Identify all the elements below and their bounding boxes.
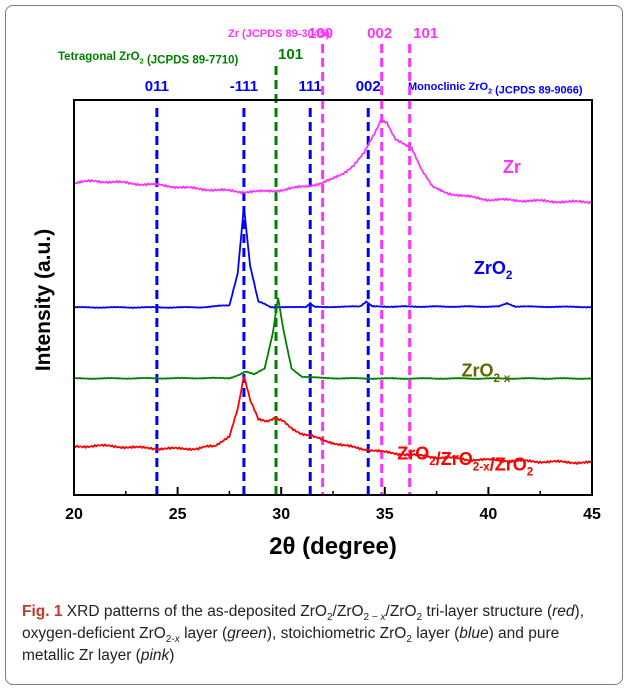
series-label: ZrO2-x bbox=[461, 361, 510, 385]
series-line-zro2 bbox=[74, 207, 592, 308]
caption-text: XRD patterns of the as-deposited ZrO2/Zr… bbox=[22, 603, 584, 664]
x-tick-label: 45 bbox=[583, 506, 601, 523]
x-tick-label: 40 bbox=[480, 506, 498, 523]
x-tick-label: 35 bbox=[376, 506, 394, 523]
series-line-zro2-zro2-x-zro2 bbox=[74, 377, 592, 464]
hkl-label: 002 bbox=[356, 78, 381, 95]
x-axis-label: 2θ (degree) bbox=[269, 533, 397, 560]
series-label: ZrO2/ZrO2-x/ZrO2 bbox=[397, 443, 534, 478]
hkl-label: 002 bbox=[367, 25, 392, 42]
hkl-label: 011 bbox=[145, 78, 169, 95]
phase-label-zr: Zr (JCPDS 89-3045) bbox=[228, 28, 330, 40]
x-tick-label: 25 bbox=[169, 506, 187, 523]
reference-lines bbox=[157, 44, 410, 495]
caption-label: Fig. 1 bbox=[22, 603, 62, 620]
figure-caption: Fig. 1 XRD patterns of the as-deposited … bbox=[22, 601, 607, 667]
y-axis-label: Intensity (a.u.) bbox=[32, 229, 55, 371]
series-line-zro2-x bbox=[74, 298, 592, 379]
x-tick-label: 20 bbox=[65, 506, 83, 523]
series-labels: Zr ZrO2 ZrO2-x ZrO2/ZrO2-x/ZrO2 bbox=[397, 157, 534, 479]
hkl-label: 111 bbox=[299, 78, 322, 95]
x-tick-label: 30 bbox=[272, 506, 290, 523]
hkl-label: -111 bbox=[230, 78, 258, 95]
phase-label-monoclinic: Monoclinic ZrO2 (JCPDS 89-9066) bbox=[408, 81, 583, 96]
hkl-label: 101 bbox=[413, 25, 438, 42]
series-label: ZrO2 bbox=[474, 258, 513, 282]
hkl-label: 101 bbox=[278, 46, 303, 63]
x-axis: 20 25 30 35 40 45 bbox=[65, 487, 601, 523]
series-label: Zr bbox=[503, 157, 521, 177]
phase-label-tetragonal: Tetragonal ZrO2 (JCPDS 89-7710) bbox=[58, 51, 239, 66]
